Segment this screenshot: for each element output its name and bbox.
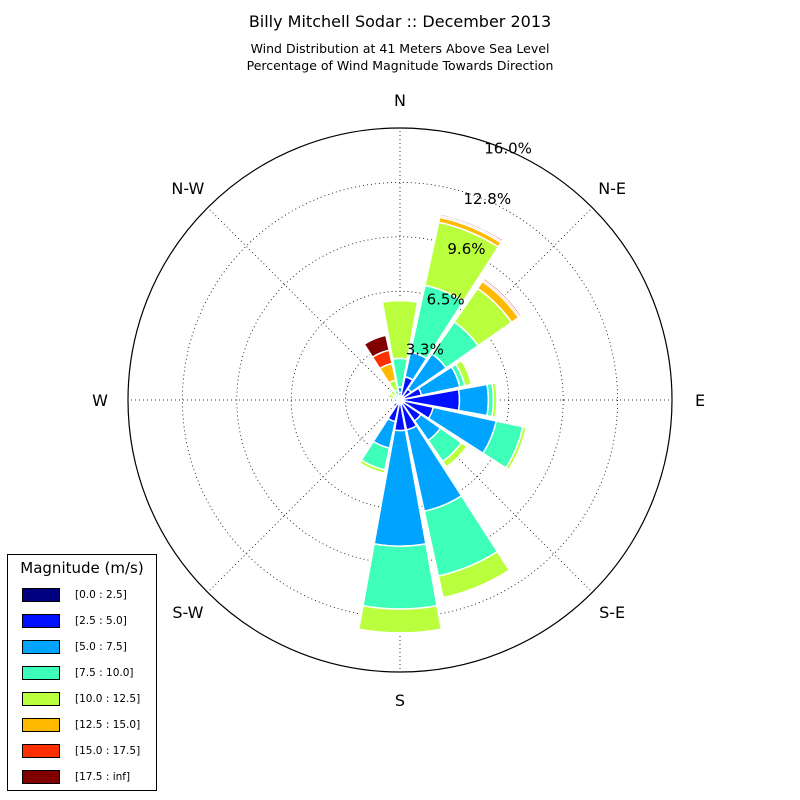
radial-tick-label: 12.8% xyxy=(463,190,511,208)
legend-item: [0.0 : 2.5] xyxy=(22,587,127,603)
wind-bar-segment xyxy=(454,359,473,387)
wind-bar-segment xyxy=(358,459,386,474)
direction-label: W xyxy=(92,391,108,410)
legend-swatch xyxy=(22,588,60,602)
direction-label: N-E xyxy=(598,179,626,198)
legend-swatch xyxy=(22,614,60,628)
radial-tick-label: 6.5% xyxy=(427,290,465,308)
legend-swatch xyxy=(22,666,60,680)
legend-swatch xyxy=(22,744,60,758)
legend-label: [15.0 : 17.5] xyxy=(75,745,141,757)
legend-label: [7.5 : 10.0] xyxy=(75,667,134,679)
direction-label: S xyxy=(395,691,405,710)
legend-swatch xyxy=(22,770,60,784)
radial-tick-label: 3.3% xyxy=(406,341,444,359)
wind-bar-segment xyxy=(482,277,523,318)
grid-ring xyxy=(181,181,619,619)
legend-label: [2.5 : 5.0] xyxy=(75,615,127,627)
wind-bar-segment xyxy=(439,213,504,243)
chart-subtitle-1: Wind Distribution at 41 Meters Above Sea… xyxy=(250,41,550,56)
legend-item: [15.0 : 17.5] xyxy=(22,743,140,759)
polar-frame xyxy=(127,127,673,673)
chart-title: Billy Mitchell Sodar :: December 2013 xyxy=(248,12,552,31)
legend-swatch xyxy=(22,718,60,732)
direction-label: E xyxy=(695,391,705,410)
chart-subtitle-2: Percentage of Wind Magnitude Towards Dir… xyxy=(246,58,554,73)
grid-spoke xyxy=(207,399,401,593)
legend-label: [12.5 : 15.0] xyxy=(75,719,141,731)
legend-item: [17.5 : inf] xyxy=(22,769,130,785)
wind-bar-segment xyxy=(437,550,511,599)
legend-label: [5.0 : 7.5] xyxy=(75,641,127,653)
wind-bar-segment xyxy=(362,543,438,610)
wind-bar-segment xyxy=(363,334,391,359)
grid-spoke xyxy=(207,207,401,401)
legend-label: [17.5 : inf] xyxy=(75,771,131,783)
legend-item: [12.5 : 15.0] xyxy=(22,717,140,733)
wind-bar-segment xyxy=(504,425,528,471)
legend-item: [5.0 : 7.5] xyxy=(22,639,127,655)
wind-bar-segment xyxy=(457,383,490,417)
legend-item: [10.0 : 12.5] xyxy=(22,691,140,707)
grid-ring xyxy=(290,290,510,510)
wind-bar-segment xyxy=(441,441,469,469)
direction-label: S-E xyxy=(599,603,625,622)
direction-label: N xyxy=(394,91,406,110)
legend-title: Magnitude (m/s) xyxy=(20,559,144,577)
legend-item: [2.5 : 5.0] xyxy=(22,613,127,629)
direction-label: S-W xyxy=(172,603,203,622)
legend-label: [0.0 : 2.5] xyxy=(75,589,127,601)
wind-bar-segment xyxy=(381,299,419,303)
legend-swatch xyxy=(22,692,60,706)
grid-spoke xyxy=(399,399,593,593)
direction-label: N-W xyxy=(171,179,204,198)
radial-tick-label: 9.6% xyxy=(447,240,485,258)
legend-swatch xyxy=(22,640,60,654)
legend-label: [10.0 : 12.5] xyxy=(75,693,141,705)
radial-tick-label: 16.0% xyxy=(484,140,532,158)
legend: Magnitude (m/s) [0.0 : 2.5] [2.5 : 5.0] … xyxy=(7,554,157,791)
legend-item: [7.5 : 10.0] xyxy=(22,665,133,681)
wind-bar-segment xyxy=(357,604,443,634)
wind-bar-segment xyxy=(491,381,498,419)
